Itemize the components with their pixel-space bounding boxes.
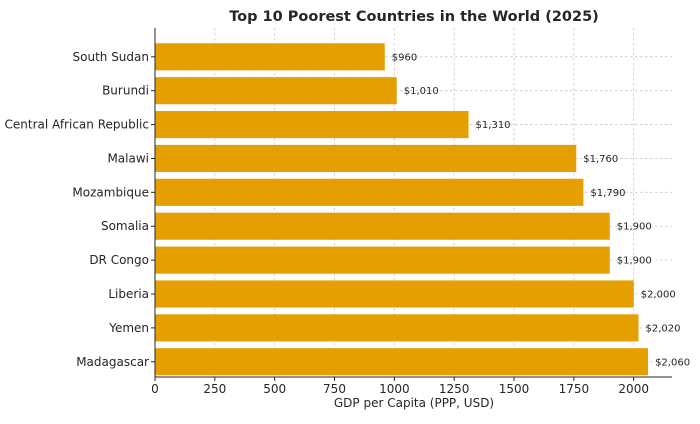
bar: [155, 212, 610, 240]
bar: [155, 178, 584, 206]
y-tick-label: Yemen: [108, 321, 149, 335]
y-tick-label: Burundi: [102, 84, 149, 98]
x-tick-label: 1750: [559, 382, 590, 396]
y-tick-label: Liberia: [108, 287, 149, 301]
x-tick-label: 750: [323, 382, 346, 396]
bar-value-label: $2,020: [645, 323, 680, 334]
y-tick-label: Madagascar: [76, 355, 149, 369]
x-tick-label: 1250: [439, 382, 470, 396]
bar-value-label: $2,000: [641, 289, 676, 300]
bar-value-label: $960: [392, 52, 417, 63]
bar: [155, 144, 577, 173]
x-tick-label: 0: [151, 382, 159, 396]
bar-value-label: $2,060: [655, 357, 690, 368]
bar-value-label: $1,010: [404, 86, 439, 97]
axes: South Sudan Burundi Central African Republ…: [5, 28, 672, 396]
bar-value-label: $1,310: [476, 120, 511, 131]
bar-value-label: $1,760: [583, 154, 618, 165]
x-tick-label: 2000: [618, 382, 649, 396]
y-tick-label: Central African Republic: [5, 118, 149, 132]
y-tick-label: South Sudan: [73, 50, 150, 64]
bar: [155, 77, 397, 105]
y-tick-label: Malawi: [107, 151, 149, 165]
y-tick-label: DR Congo: [89, 253, 149, 267]
bar-value-label: $1,790: [590, 188, 625, 199]
bar: [155, 246, 610, 274]
bar: [155, 280, 634, 308]
x-tick-label: 250: [203, 382, 226, 396]
x-tick-label: 1000: [379, 382, 410, 396]
x-tick-label: 1500: [499, 382, 530, 396]
y-tick-label: Somalia: [101, 219, 149, 233]
bar-value-label: $1,900: [617, 256, 652, 267]
bar-value-label: $1,900: [617, 222, 652, 233]
bar: [155, 314, 639, 342]
bar: [155, 111, 469, 139]
bar: [155, 348, 649, 376]
chart-title: Top 10 Poorest Countries in the World (2…: [229, 9, 599, 25]
value-labels: $960 $1,010 $1,310 $1,760 $1,790 $1,900 $1,900…: [392, 52, 690, 368]
x-tick-label: 500: [263, 382, 286, 396]
x-axis-label: GDP per Capita (PPP, USD): [334, 396, 494, 410]
bar: [155, 43, 385, 71]
y-tick-label: Mozambique: [72, 185, 149, 199]
bars: [155, 43, 649, 376]
